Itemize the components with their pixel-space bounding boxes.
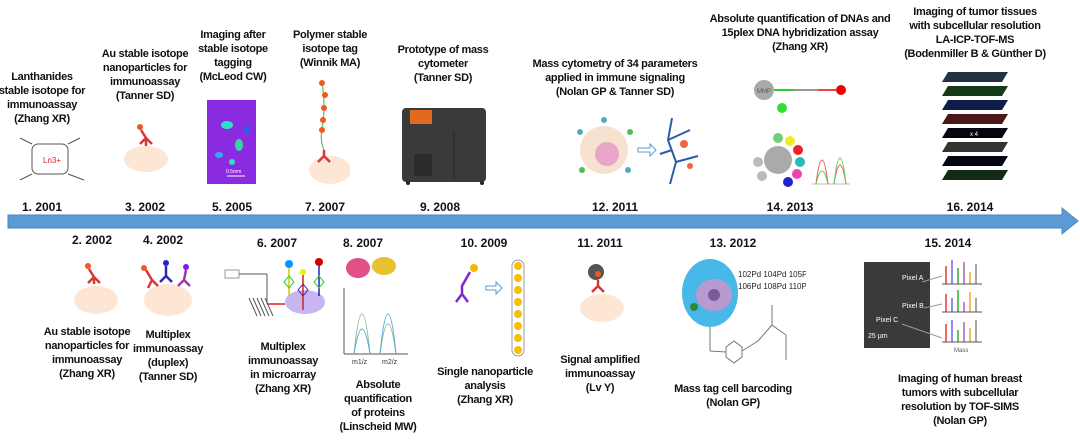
ln-label: Ln3+ — [43, 156, 61, 165]
event-8-label: Absolute quantification of proteins (Linsch… — [339, 379, 417, 433]
event-13-label: Mass tag cell barcoding (Nolan GP) — [674, 383, 792, 409]
single-nanoparticle-chain — [455, 259, 525, 357]
event-5-label: Imaging after stable isotope tagging (McLeo… — [198, 29, 268, 83]
m1z-label: m1/z — [352, 359, 368, 366]
event-8-year: 8. 2007 — [342, 236, 384, 250]
event-16-label: Imaging of tumor tissues with subcellular… — [904, 6, 1046, 60]
event-7-label: Polymer stable isotope tag (Winnik MA) — [292, 29, 368, 69]
protein-quantification-spectrum: m1/z m2/z — [343, 257, 408, 366]
event-16-year: 16. 2014 — [946, 200, 994, 214]
pixel-a-label: Pixel A — [902, 275, 924, 282]
pixel-b-label: Pixel B — [902, 303, 924, 310]
mass-tag-barcoding-cell: 102Pd 104Pd 105Pd 106Pd 108Pd 110Pd — [682, 259, 806, 364]
event-14-label: Absolute quantification of DNAs and 15ple… — [709, 13, 891, 53]
pd-isotopes-row-2: 106Pd 108Pd 110Pd — [738, 282, 806, 291]
event-7-year: 7. 2007 — [304, 200, 346, 214]
event-5-year: 5. 2005 — [211, 200, 253, 214]
stack-multiplier-label: x 4 — [970, 132, 979, 138]
event-15-year: 15. 2014 — [924, 236, 972, 250]
tissue-image-stack: x 4 — [942, 72, 1008, 180]
event-3-label: Au stable isotope nanoparticles for immuno… — [101, 48, 189, 102]
mass-cytometer-image — [402, 108, 486, 185]
signal-amplified-particle — [580, 264, 624, 322]
dna-hybridization-assay: MMP — [753, 80, 850, 187]
event-4-year: 4. 2002 — [142, 233, 184, 247]
mass-axis-label: Mass — [954, 348, 968, 354]
event-9-year: 9. 2008 — [419, 200, 461, 214]
pixel-c-label: Pixel C — [876, 317, 898, 324]
tof-sims-tumor-imaging: Pixel A Pixel B Pixel C 25 µm Mass — [864, 260, 982, 354]
lanthanide-chelate-structure: Ln3+ — [19, 137, 85, 181]
event-6-year: 6. 2007 — [256, 236, 298, 250]
scale-bar-label: 0.5mm — [226, 169, 241, 175]
event-9-label: Prototype of mass cytometer (Tanner SD) — [397, 44, 489, 84]
event-4-label: Multiplex immunoassay (duplex) (Tanner SD) — [132, 329, 204, 383]
cell-signaling-network — [577, 117, 699, 185]
pd-isotopes-row-1: 102Pd 104Pd 105Pd — [738, 270, 806, 279]
duplex-antibody-particle — [141, 260, 192, 316]
event-11-label: Signal amplified immunoassay (Lv Y) — [560, 354, 640, 394]
event-12-label: Mass cytometry of 34 parameters applied i… — [532, 58, 698, 98]
microarray-immunoassay — [224, 258, 325, 317]
event-10-label: Single nanoparticle analysis (Zhang XR) — [437, 366, 533, 406]
event-2-year: 2. 2002 — [71, 233, 113, 247]
event-2-label: Au stable isotope nanoparticles for immuno… — [43, 326, 131, 380]
event-13-year: 13. 2012 — [709, 236, 757, 250]
isotope-imaging-map: 0.5mm — [207, 100, 256, 184]
event-1-label: Lanthanides stable isotope for immunoassay… — [0, 71, 86, 125]
event-14-year: 14. 2013 — [766, 200, 814, 214]
timeline-arrow — [7, 206, 1079, 236]
polymer-tag-antibody — [309, 80, 350, 184]
mmp-label: MMP — [757, 89, 771, 95]
event-12-year: 12. 2011 — [591, 200, 639, 214]
event-10-year: 10. 2009 — [460, 236, 508, 250]
event-3-year: 3. 2002 — [124, 200, 166, 214]
event-15-label: Imaging of human breast tumors with subce… — [898, 373, 1022, 427]
m2z-label: m2/z — [382, 359, 398, 366]
event-11-year: 11. 2011 — [577, 236, 623, 250]
au-nanoparticle-antibody — [74, 263, 118, 314]
au-nanoparticle-antibody — [124, 124, 168, 172]
scale-bar-label: 25 µm — [868, 333, 888, 340]
event-1-year: 1. 2001 — [21, 200, 63, 214]
event-6-label: Multiplex immunoassay in microarray (Zhang … — [247, 341, 319, 395]
